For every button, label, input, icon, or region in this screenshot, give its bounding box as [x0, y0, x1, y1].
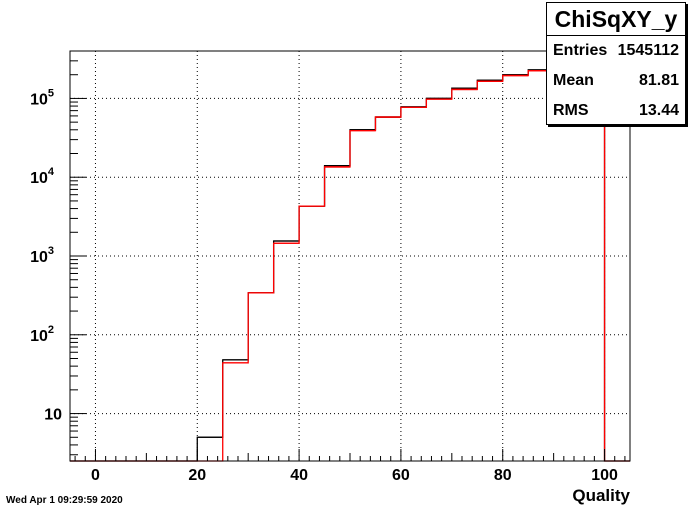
x-tick-label: 80 [494, 467, 512, 484]
histogram-series [70, 69, 630, 462]
y-tick-label: 10 [44, 407, 62, 424]
y-tick-mantissa: 10 [30, 249, 48, 266]
grid-lines [70, 51, 630, 461]
x-axis-title: Quality [572, 486, 630, 505]
stats-row-rms: RMS 13.44 [547, 96, 685, 126]
y-tick-label: 105 [30, 87, 54, 108]
histogram-outline [70, 70, 630, 462]
timestamp-footer: Wed Apr 1 09:29:59 2020 [6, 495, 123, 506]
stats-value: 1545112 [617, 42, 679, 59]
x-tick-labels: 0 20 40 60 80 100 [91, 467, 618, 484]
axis-ticks [70, 60, 626, 461]
y-tick-mantissa: 10 [30, 91, 48, 108]
stats-row-mean: Mean 81.81 [547, 66, 685, 96]
stats-title: ChiSqXY_y [547, 3, 685, 36]
x-tick-label: 60 [392, 467, 410, 484]
histogram-outline [70, 69, 630, 462]
y-tick-mantissa: 10 [30, 170, 48, 187]
stats-box: ChiSqXY_y Entries 1545112 Mean 81.81 RMS… [546, 2, 686, 125]
x-tick-label: 20 [188, 467, 206, 484]
y-tick-label: 104 [30, 166, 55, 187]
stats-value: 13.44 [638, 102, 679, 119]
series-0 [70, 69, 630, 462]
y-tick-exponent: 2 [48, 324, 54, 336]
y-tick-exponent: 5 [48, 87, 54, 99]
stats-label: Entries [553, 42, 608, 59]
stats-value: 81.81 [638, 72, 679, 89]
y-tick-label: 103 [30, 245, 54, 266]
y-tick-mantissa: 10 [30, 328, 48, 345]
x-tick-label: 100 [591, 467, 618, 484]
x-tick-label: 0 [91, 467, 100, 484]
y-tick-label: 102 [30, 324, 54, 345]
stats-label: RMS [553, 102, 589, 119]
y-tick-exponent: 4 [48, 166, 55, 178]
y-tick-exponent: 3 [48, 245, 54, 257]
x-tick-label: 40 [290, 467, 308, 484]
stats-label: Mean [553, 72, 594, 89]
stats-row-entries: Entries 1545112 [547, 36, 685, 66]
